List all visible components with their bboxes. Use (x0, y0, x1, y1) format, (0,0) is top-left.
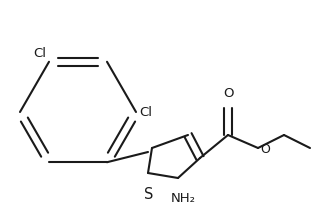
Text: NH₂: NH₂ (170, 192, 195, 205)
Text: O: O (260, 142, 270, 155)
Text: Cl: Cl (139, 106, 152, 118)
Text: S: S (144, 187, 154, 202)
Text: O: O (223, 87, 233, 100)
Text: Cl: Cl (33, 47, 46, 60)
